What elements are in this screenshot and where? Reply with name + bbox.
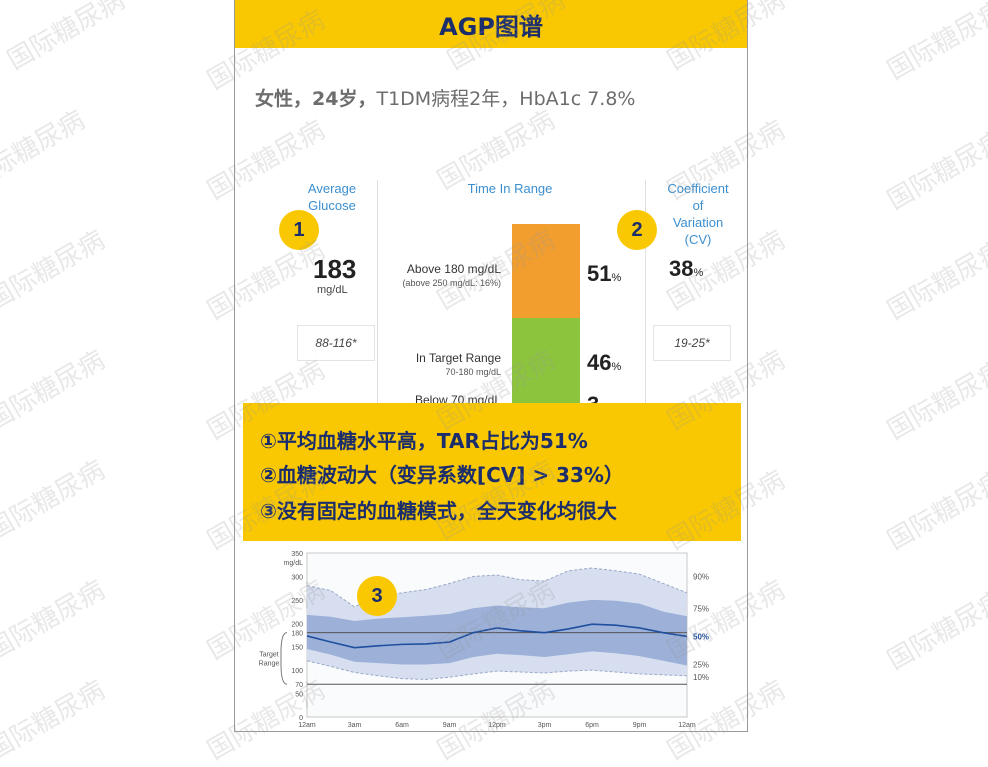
x-tick-6: 6pm — [585, 722, 599, 729]
percentile-label-4: 10% — [693, 673, 709, 682]
y-tick-250: 250 — [291, 598, 303, 605]
percentile-label-2: 50% — [693, 632, 709, 641]
cv-title-line1: Coefficient — [667, 181, 729, 196]
avg-glucose-title: Average Glucose — [295, 180, 369, 214]
watermark-0: 国际糖尿病 — [2, 0, 131, 77]
cv-value: 38% — [669, 256, 704, 281]
tir-title: Time In Range — [467, 181, 553, 196]
y-tick-150: 150 — [291, 645, 303, 652]
header-bar: AGP图谱 — [235, 0, 747, 48]
x-tick-8: 12am — [678, 722, 696, 729]
x-tick-1: 3am — [348, 722, 362, 729]
y-axis-label: mg/dL — [284, 560, 304, 567]
avg-glucose-title-line1: Average — [307, 181, 357, 196]
cv-title-line3: Variation — [672, 215, 724, 230]
cv-title-line2: of — [692, 198, 704, 213]
avg-glucose-value: 183 — [313, 254, 357, 284]
agp-card: AGP图谱 女性，24岁，T1DM病程2年，HbA1c 7.8% Average… — [234, 0, 748, 732]
patient-age: 24岁， — [312, 88, 377, 110]
y-tick-100: 100 — [291, 668, 303, 675]
column-divider-left — [377, 180, 378, 405]
target-range-label-1: Target — [259, 651, 279, 658]
watermark-10: 国际糖尿病 — [0, 225, 111, 317]
watermark-14: 国际糖尿病 — [882, 235, 988, 327]
line-10 — [306, 660, 688, 681]
x-tick-5: 3pm — [538, 722, 552, 729]
y-tick-0: 0 — [299, 715, 303, 722]
watermark-30: 国际糖尿病 — [0, 675, 111, 767]
tir-above-pct: 51% — [587, 261, 622, 286]
watermark-5: 国际糖尿病 — [0, 105, 91, 197]
watermark-9: 国际糖尿病 — [882, 125, 988, 217]
cv-title: Coefficient of Variation (CV) — [653, 180, 743, 248]
tir-above-label: Above 180 mg/dL (above 250 mg/dL: 16%) — [402, 262, 501, 290]
y-tick-300: 300 — [291, 574, 303, 581]
y-tick-200: 200 — [291, 621, 303, 628]
target-range-bracket — [280, 632, 288, 685]
cv-target: 19-25* — [653, 325, 731, 361]
badge-2: 2 — [617, 210, 657, 250]
y-tick-50: 50 — [295, 692, 303, 699]
watermark-20: 国际糖尿病 — [0, 455, 111, 547]
tir-bar-above — [512, 224, 580, 319]
callout-line-2: ②血糖波动大（变异系数[CV] > 33%） — [260, 463, 624, 487]
percentile-label-0: 90% — [693, 572, 709, 581]
callout-line-3: ③没有固定的血糖模式，全天变化均很大 — [260, 499, 617, 523]
callout-box: ①平均血糖水平高，TAR占比为51% ②血糖波动大（变异系数[CV] > 33%… — [243, 403, 741, 541]
line-median — [306, 623, 688, 649]
x-tick-4: 12pm — [488, 722, 506, 729]
x-tick-0: 12am — [298, 722, 316, 729]
page-title: AGP图谱 — [439, 12, 543, 41]
avg-glucose-target: 88-116* — [297, 325, 375, 361]
tir-above-sub: (above 250 mg/dL: 16%) — [402, 278, 501, 288]
badge-3: 3 — [357, 576, 397, 616]
badge-1: 1 — [279, 210, 319, 250]
y-tick-70: 70 — [295, 682, 303, 689]
patient-gender: 女性， — [255, 88, 313, 110]
watermark-4: 国际糖尿病 — [882, 0, 988, 87]
tir-bar-target — [512, 318, 580, 404]
column-divider-right — [645, 180, 646, 405]
tir-target-text: In Target Range — [415, 351, 501, 365]
callout-line-1: ①平均血糖水平高，TAR占比为51% — [260, 429, 588, 453]
tir-above-text: Above 180 mg/dL — [406, 262, 501, 276]
cv-title-line4: (CV) — [684, 232, 712, 247]
tir-target-sub: 70-180 mg/dL — [445, 367, 501, 377]
percentile-label-3: 25% — [693, 661, 709, 670]
watermark-29: 国际糖尿病 — [882, 585, 988, 677]
x-tick-3: 9am — [443, 722, 457, 729]
agp-chart: 0 50 70 100 150 180 200 250 300 350 mg/dL Target Ran… — [259, 551, 709, 729]
patient-hba1c: HbA1c 7.8% — [519, 88, 636, 110]
avg-glucose-title-line2: Glucose — [308, 198, 356, 213]
tir-target-pct: 46% — [587, 350, 622, 375]
patient-history: T1DM病程2年， — [376, 88, 520, 110]
patient-info: 女性，24岁，T1DM病程2年，HbA1c 7.8% — [255, 84, 635, 111]
target-range-label-2: Range — [259, 660, 280, 667]
watermark-15: 国际糖尿病 — [0, 345, 111, 437]
percentile-label-1: 75% — [693, 604, 709, 613]
y-tick-180: 180 — [291, 631, 303, 638]
watermark-24: 国际糖尿病 — [882, 465, 988, 557]
tir-target-label: In Target Range 70-180 mg/dL — [416, 351, 501, 379]
avg-glucose-unit: mg/dL — [317, 284, 348, 296]
y-tick-350: 350 — [291, 551, 303, 558]
x-tick-7: 9pm — [633, 722, 647, 729]
watermark-19: 国际糖尿病 — [882, 355, 988, 447]
x-tick-2: 6am — [395, 722, 409, 729]
watermark-25: 国际糖尿病 — [0, 575, 111, 667]
